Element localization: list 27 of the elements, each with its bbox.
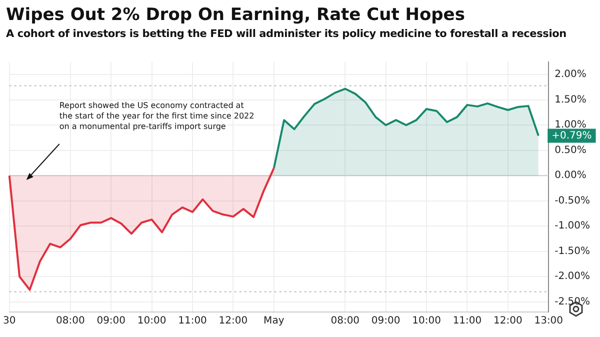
x-tick-label: 12:00 xyxy=(218,316,248,327)
y-tick-label: 0.00% xyxy=(554,170,586,182)
x-tick-label: 09:00 xyxy=(96,316,126,327)
x-tick-label: 12:00 xyxy=(494,316,522,327)
x-tick-label: 30 xyxy=(2,316,16,327)
x-tick-label: 11:00 xyxy=(178,316,207,327)
x-tick-label: 10:00 xyxy=(137,316,166,327)
y-tick-label: -0.50% xyxy=(554,195,590,206)
y-tick-label: -2.50% xyxy=(554,296,590,308)
chart-subtitle: A cohort of investors is betting the FED will administer its policy medicine to forestall a recession xyxy=(6,28,566,40)
x-tick-label: 13:00 xyxy=(534,316,564,327)
y-tick-label: 1.50% xyxy=(554,94,586,106)
annotation: Report showed the US economy contracted at the start of the year for the first time since 2022 on a monumental pre-tariffs import surge xyxy=(59,101,254,131)
y-tick-label: 0.50% xyxy=(554,144,586,156)
x-tick-label: 09:00 xyxy=(371,316,400,327)
x-tick-label: 11:00 xyxy=(452,316,482,327)
x-tick-label: May xyxy=(264,316,284,327)
y-tick-label: -1.50% xyxy=(554,246,590,257)
x-tick-label: 08:00 xyxy=(56,316,85,327)
y-tick-label: 1.00% xyxy=(554,120,586,131)
y-tick-label: -2.00% xyxy=(554,271,590,282)
text: +0.79% xyxy=(552,130,592,142)
y-tick-label: -1.00% xyxy=(554,220,590,232)
x-tick-label: 10:00 xyxy=(412,316,441,327)
y-tick-label: 2.00% xyxy=(554,69,586,80)
x-tick-label: 08:00 xyxy=(330,316,360,327)
chart-title: Wipes Out 2% Drop On Earning, Rate Cut Hopes xyxy=(6,5,465,25)
